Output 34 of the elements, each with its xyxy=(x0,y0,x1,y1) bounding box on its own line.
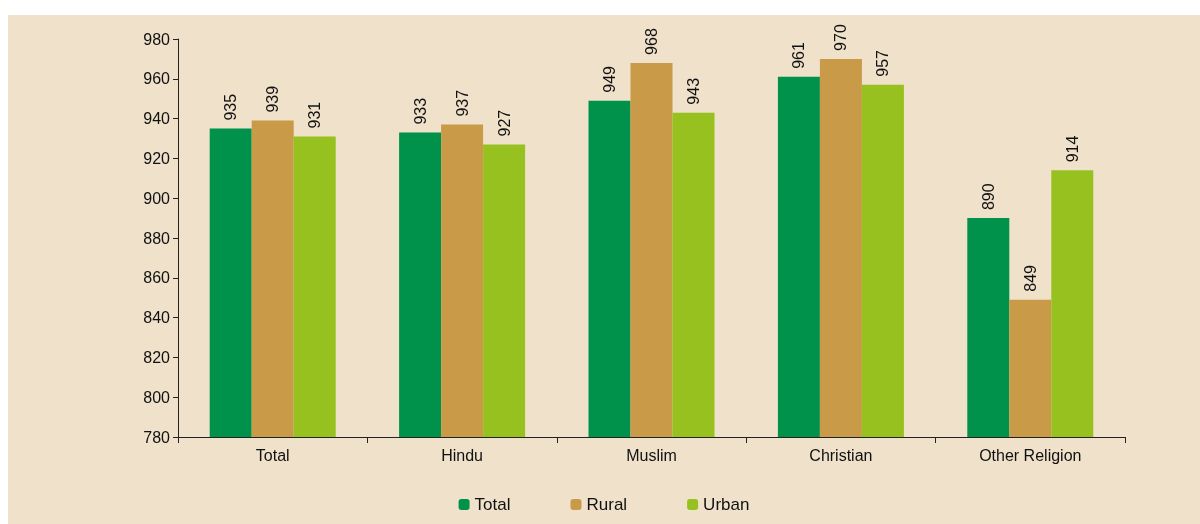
y-tick-label: 780 xyxy=(143,428,171,446)
data-label: 933 xyxy=(411,97,429,125)
y-tick-label: 960 xyxy=(143,70,171,88)
data-label: 961 xyxy=(790,42,808,69)
legend-label: Total xyxy=(474,495,511,514)
data-label: 935 xyxy=(222,93,240,121)
data-label: 931 xyxy=(306,101,324,129)
x-tick-label: Hindu xyxy=(441,446,484,464)
x-tick-label: Muslim xyxy=(626,446,677,464)
legend-label: Rural xyxy=(586,495,628,514)
x-tick-label: Christian xyxy=(809,446,873,464)
data-label: 939 xyxy=(264,85,282,113)
y-tick-label: 840 xyxy=(143,309,171,327)
data-label: 927 xyxy=(495,109,513,137)
data-label: 943 xyxy=(685,77,702,105)
y-tick-label: 800 xyxy=(143,388,171,406)
y-tick-label: 820 xyxy=(143,348,171,366)
legend-label: Urban xyxy=(703,495,750,514)
y-tick-label: 940 xyxy=(143,110,171,128)
data-label: 968 xyxy=(643,28,660,55)
data-label: 970 xyxy=(832,24,850,51)
data-label: 949 xyxy=(601,65,618,93)
y-tick-label: 980 xyxy=(143,30,171,48)
data-label: 937 xyxy=(453,89,471,117)
data-label: 914 xyxy=(1063,135,1081,163)
y-tick-label: 920 xyxy=(143,149,171,167)
y-tick-label: 900 xyxy=(143,189,171,207)
data-label: 849 xyxy=(1021,264,1039,292)
y-tick-label: 880 xyxy=(143,229,171,247)
x-tick-label: Total xyxy=(255,446,290,464)
data-label: 957 xyxy=(874,49,892,77)
y-tick-label: 860 xyxy=(143,269,171,287)
x-tick-label: Other Religion xyxy=(979,446,1082,464)
data-label: 890 xyxy=(979,183,997,211)
